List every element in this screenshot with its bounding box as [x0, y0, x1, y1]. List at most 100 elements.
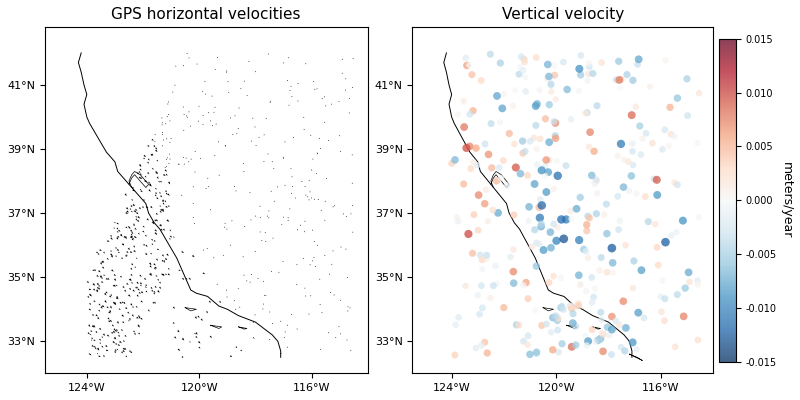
Point — [669, 344, 682, 350]
Point — [570, 342, 582, 348]
Point — [582, 71, 594, 77]
Point — [522, 332, 534, 339]
Point — [508, 141, 521, 147]
Point — [605, 351, 618, 358]
Point — [549, 135, 562, 142]
Point — [522, 342, 534, 348]
Point — [626, 140, 639, 147]
Point — [591, 190, 604, 197]
Point — [487, 282, 500, 289]
Point — [551, 224, 564, 230]
Point — [573, 272, 586, 278]
Point — [540, 321, 553, 327]
Point — [640, 130, 653, 136]
Point — [582, 60, 595, 66]
Point — [658, 126, 671, 133]
Point — [572, 300, 585, 307]
Point — [596, 330, 609, 336]
Point — [681, 76, 694, 82]
Point — [646, 140, 659, 146]
Point — [555, 303, 568, 309]
Point — [606, 313, 618, 320]
Point — [564, 208, 577, 214]
Point — [570, 206, 583, 212]
Point — [658, 296, 671, 302]
Point — [543, 157, 556, 163]
Point — [461, 62, 474, 69]
Point — [587, 294, 600, 300]
Point — [654, 294, 667, 300]
Point — [542, 279, 555, 286]
Point — [693, 90, 706, 96]
Point — [588, 180, 601, 186]
Point — [659, 57, 672, 64]
Point — [551, 317, 564, 324]
Point — [486, 207, 499, 213]
Point — [534, 196, 546, 203]
Point — [668, 133, 681, 140]
Point — [549, 120, 562, 126]
Point — [550, 96, 562, 102]
Point — [518, 59, 531, 65]
Point — [449, 352, 462, 358]
Point — [606, 326, 618, 333]
Point — [590, 102, 603, 109]
Point — [535, 167, 548, 174]
Point — [606, 269, 619, 276]
Point — [650, 177, 663, 183]
Point — [524, 138, 537, 144]
Point — [691, 140, 704, 146]
Point — [481, 350, 494, 356]
Point — [478, 141, 491, 147]
Point — [543, 102, 556, 108]
Point — [547, 273, 560, 279]
Point — [517, 282, 530, 288]
Point — [617, 298, 630, 304]
Point — [566, 306, 578, 312]
Point — [601, 324, 614, 330]
Point — [514, 64, 526, 70]
Point — [509, 87, 522, 94]
Point — [613, 322, 626, 328]
Point — [595, 316, 608, 323]
Point — [594, 309, 607, 316]
Point — [472, 227, 485, 234]
Point — [515, 54, 528, 60]
Point — [691, 277, 704, 284]
Point — [584, 129, 597, 135]
Point — [638, 315, 650, 321]
Point — [494, 119, 506, 126]
Point — [606, 260, 619, 266]
Point — [519, 74, 532, 80]
Point — [530, 350, 543, 356]
Point — [565, 116, 578, 122]
Point — [460, 145, 473, 151]
Point — [472, 192, 485, 198]
Point — [560, 216, 573, 223]
Point — [492, 210, 505, 216]
Point — [452, 111, 465, 118]
Point — [544, 229, 557, 235]
Point — [548, 72, 561, 78]
Point — [513, 71, 526, 77]
Point — [632, 310, 645, 316]
Point — [586, 274, 598, 281]
Point — [507, 280, 520, 286]
Point — [480, 256, 493, 262]
Point — [591, 337, 604, 344]
Point — [535, 202, 548, 209]
Point — [478, 200, 491, 207]
Point — [530, 54, 542, 61]
Point — [529, 307, 542, 314]
Point — [474, 252, 486, 258]
Point — [582, 78, 594, 84]
Point — [494, 175, 507, 181]
Point — [497, 157, 510, 164]
Point — [527, 135, 540, 141]
Point — [614, 141, 627, 147]
Point — [618, 348, 631, 354]
Point — [466, 108, 479, 114]
Point — [475, 282, 488, 289]
Point — [496, 105, 509, 112]
Point — [626, 339, 639, 346]
